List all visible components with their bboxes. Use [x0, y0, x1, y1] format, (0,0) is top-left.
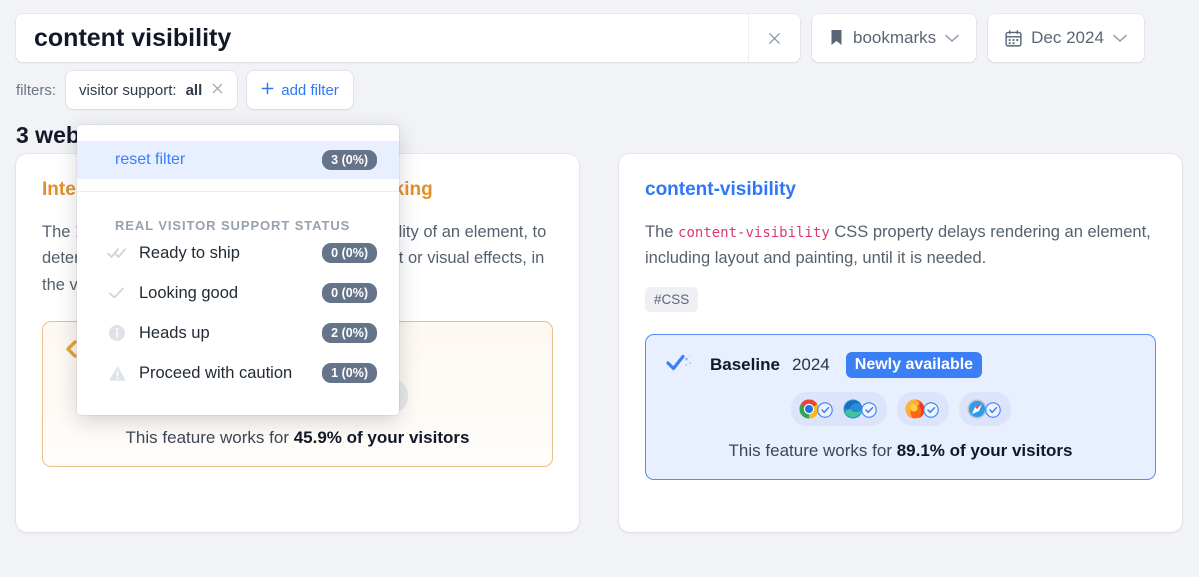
dropdown-divider — [77, 191, 399, 192]
chrome-icon — [796, 395, 838, 423]
reset-filter-count: 3 (0%) — [322, 150, 377, 170]
browser-group-firefox — [896, 392, 949, 427]
dropdown-item-count: 2 (0%) — [322, 323, 377, 343]
info-circle-icon — [107, 324, 127, 342]
top-bar: bookmarks Dec 2024 — [0, 0, 1199, 62]
dropdown-top-spacer — [77, 125, 399, 141]
footer-pre: This feature works for — [125, 427, 294, 447]
search-input[interactable] — [16, 14, 748, 62]
double-check-icon — [107, 246, 127, 260]
dropdown-item-proceed-with-caution[interactable]: Proceed with caution 1 (0%) — [77, 353, 399, 393]
calendar-icon — [1005, 29, 1022, 47]
dropdown-item-label: Heads up — [139, 323, 210, 342]
visitor-support-footer: This feature works for 89.1% of your vis… — [664, 441, 1137, 461]
filter-chip-label: visitor support: — [79, 81, 177, 99]
dropdown-item-ready-to-ship[interactable]: Ready to ship 0 (0%) — [77, 233, 399, 273]
filters-label: filters: — [16, 81, 57, 99]
filters-bar: filters: visitor support: all add filter — [0, 62, 1199, 109]
chevron-down-icon — [945, 34, 959, 43]
close-icon[interactable] — [211, 82, 224, 99]
baseline-header: Baseline 2024 Newly available — [664, 351, 1137, 378]
baseline-label: Baseline — [710, 354, 780, 374]
baseline-newly-icon — [664, 351, 698, 378]
footer-pre: This feature works for — [728, 441, 897, 461]
reset-filter-item[interactable]: reset filter 3 (0%) — [77, 141, 399, 179]
bookmarks-button[interactable]: bookmarks — [812, 14, 977, 62]
dropdown-section-title: Real visitor support status — [115, 218, 351, 233]
dropdown-item-heads-up[interactable]: Heads up 2 (0%) — [77, 313, 399, 353]
add-filter-button[interactable]: add filter — [247, 71, 353, 109]
filter-chip-value: all — [185, 81, 203, 99]
bookmark-icon — [829, 29, 844, 47]
dropdown-item-label: Looking good — [139, 283, 239, 302]
browser-support-list — [664, 392, 1137, 427]
feature-description: The content-visibility CSS property dela… — [645, 219, 1156, 272]
baseline-status-box: Baseline 2024 Newly available — [645, 334, 1156, 481]
date-range-label: Dec 2024 — [1031, 28, 1104, 47]
safari-icon — [964, 395, 1006, 423]
dropdown-item-label: Ready to ship — [139, 243, 240, 262]
firefox-icon — [902, 395, 944, 423]
dropdown-item-label: Proceed with caution — [139, 363, 293, 382]
desc-pre: The — [42, 222, 76, 241]
feature-card[interactable]: content-visibility The content-visibilit… — [619, 154, 1182, 532]
search-box — [16, 14, 800, 62]
baseline-badge: Newly available — [845, 351, 983, 378]
filter-chip-visitor-support[interactable]: visitor support: all — [66, 71, 238, 109]
code-token: content-visibility — [678, 224, 830, 241]
date-range-button[interactable]: Dec 2024 — [988, 14, 1144, 62]
chevron-down-icon — [1113, 34, 1127, 43]
check-icon — [107, 286, 127, 300]
add-filter-label: add filter — [281, 81, 339, 99]
edge-icon — [840, 395, 882, 423]
dropdown-item-looking-good[interactable]: Looking good 0 (0%) — [77, 273, 399, 313]
baseline-year: 2024 — [791, 354, 830, 374]
visitor-support-value: 89.1% of your visitors — [896, 441, 1073, 461]
search-clear-button[interactable] — [748, 14, 800, 62]
bookmarks-label: bookmarks — [853, 28, 937, 47]
dropdown-item-count: 0 (0%) — [322, 283, 377, 303]
visitor-support-footer: This feature works for 45.9% of your vis… — [61, 428, 534, 448]
feature-title[interactable]: content-visibility — [645, 179, 796, 200]
browser-group-chromium — [790, 392, 887, 427]
dropdown-item-count: 0 (0%) — [322, 243, 377, 263]
warning-triangle-icon — [107, 365, 127, 382]
browser-group-safari — [958, 392, 1011, 427]
tag-list: #CSS — [645, 287, 1156, 313]
dropdown-item-count: 1 (0%) — [322, 363, 377, 383]
desc-post: CSS property delays rendering an element… — [645, 222, 1151, 268]
reset-filter-link[interactable]: reset filter — [115, 151, 186, 168]
plus-icon — [261, 82, 274, 99]
close-icon — [769, 32, 780, 44]
visitor-support-value: 45.9% of your visitors — [293, 427, 470, 447]
tag-css[interactable]: #CSS — [645, 287, 699, 313]
visitor-support-filter-dropdown[interactable]: reset filter 3 (0%) Real visitor support… — [77, 125, 399, 415]
desc-pre: The — [645, 222, 679, 241]
